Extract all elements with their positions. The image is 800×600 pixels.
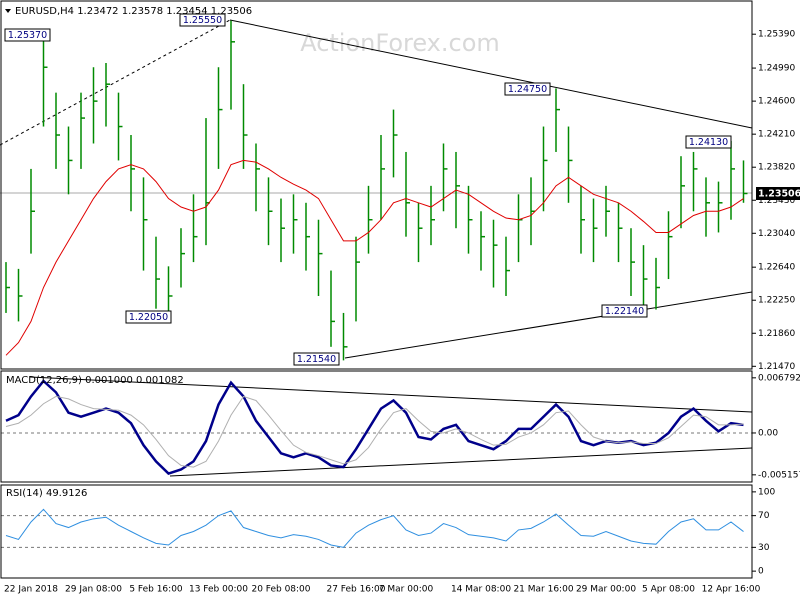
y-tick-label: 0.006792 xyxy=(758,373,800,383)
y-tick-label: 1.23040 xyxy=(758,229,795,239)
x-tick-label: 5 Feb 16:00 xyxy=(129,585,183,595)
line xyxy=(5,395,744,468)
annotation: 1.25550 xyxy=(183,15,222,26)
panel-frame xyxy=(0,0,753,370)
trend-line xyxy=(344,291,753,359)
y-tick-label: 30 xyxy=(758,543,770,553)
menu-arrow xyxy=(5,9,11,13)
y-tick-label: 70 xyxy=(758,511,770,521)
y-tick-label: 1.24990 xyxy=(758,64,795,74)
x-tick-label: 27 Feb 16:00 xyxy=(326,585,385,595)
x-tick-label: 5 Apr 08:00 xyxy=(642,585,695,595)
annotation: 1.25370 xyxy=(8,30,47,41)
x-tick-label: 12 Apr 16:00 xyxy=(702,585,761,595)
annotation: 1.24130 xyxy=(689,137,728,148)
x-tick-label: 7 Mar 00:00 xyxy=(379,585,434,595)
annotation-box xyxy=(685,135,732,149)
y-tick-label: 1.23820 xyxy=(758,163,795,173)
annotation: 1.22050 xyxy=(129,312,168,323)
y-tick-label: 1.22250 xyxy=(758,296,795,306)
watermark: ActionForex.com xyxy=(300,29,500,57)
annotation-box xyxy=(179,13,226,27)
y-tick-label: -0.005157 xyxy=(758,470,800,480)
y-tick-label: 1.23430 xyxy=(758,196,795,206)
annotation-box xyxy=(4,28,51,42)
x-tick-label: 14 Mar 08:00 xyxy=(451,585,511,595)
annotation-box xyxy=(125,310,172,324)
last-price: 1.23506 xyxy=(758,189,800,200)
price-header: EURUSD,H4 1.23472 1.23578 1.23454 1.2350… xyxy=(15,6,252,17)
trend-line xyxy=(229,19,753,129)
annotation-box xyxy=(504,82,551,96)
trend-line xyxy=(29,376,753,413)
annotation: 1.22140 xyxy=(605,306,644,317)
x-tick-label: 20 Feb 08:00 xyxy=(251,585,310,595)
rsi-title: RSI(14) 49.9126 xyxy=(6,488,87,499)
y-tick-label: 1.22640 xyxy=(758,263,795,273)
annotation-box xyxy=(601,304,648,318)
x-tick-label: 21 Mar 16:00 xyxy=(513,585,573,595)
macd-title: MACD(12,26,9) 0.001000 0.001082 xyxy=(6,375,184,386)
x-tick-label: 22 Jan 2018 xyxy=(4,585,58,595)
y-tick-label: 0.00 xyxy=(758,428,778,438)
marks xyxy=(1,20,752,548)
line xyxy=(5,159,744,356)
trend-line xyxy=(0,19,231,146)
y-tick-label: 1.24600 xyxy=(758,97,795,107)
annotation: 1.24750 xyxy=(508,84,547,95)
line xyxy=(5,508,744,548)
y-tick-label: 100 xyxy=(758,487,775,497)
annotation: 1.21540 xyxy=(297,354,336,365)
y-tick-label: 1.21470 xyxy=(758,362,795,372)
y-tick-label: 1.24210 xyxy=(758,130,795,140)
y-tick-label: 1.21860 xyxy=(758,329,795,339)
panel-frame xyxy=(0,370,753,483)
annotation-box xyxy=(293,352,340,366)
y-tick-label: 0 xyxy=(758,567,764,577)
y-tick-label: 1.25390 xyxy=(758,30,795,40)
x-tick-label: 29 Mar 00:00 xyxy=(576,585,636,595)
last-price-box xyxy=(756,187,800,200)
x-tick-label: 13 Feb 00:00 xyxy=(189,585,248,595)
panel-frame xyxy=(0,484,753,579)
x-tick-label: 29 Jan 08:00 xyxy=(65,585,122,595)
trend-line xyxy=(169,447,753,477)
